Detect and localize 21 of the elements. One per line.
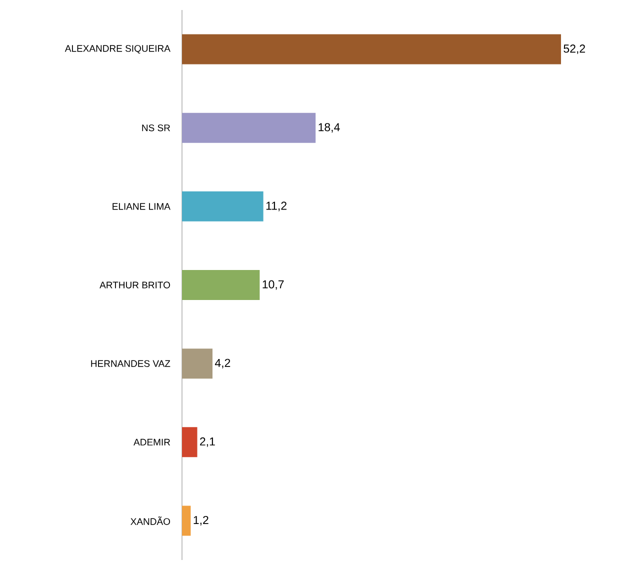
data-label: 2,1 <box>200 437 215 447</box>
data-label: 4,2 <box>214 358 230 368</box>
data-label: 52,2 <box>564 44 586 54</box>
y-tick-label: ALEXANDRE SIQUEIRA <box>64 45 170 54</box>
data-label: 10,7 <box>262 280 284 290</box>
bar <box>182 34 562 64</box>
bar <box>182 348 212 379</box>
data-label: 11,2 <box>266 202 286 212</box>
bar <box>182 427 198 458</box>
y-tick-label: XANDÃO <box>130 516 170 525</box>
y-tick-label: NS SR <box>142 124 170 132</box>
bar <box>182 506 191 536</box>
y-tick-label: ADEMIR <box>134 438 170 446</box>
y-tick-label: ARTHUR BRITO <box>100 282 170 288</box>
data-label: 1,2 <box>194 516 208 526</box>
y-tick-label: ELIANE LIMA <box>112 203 170 210</box>
bar <box>182 270 260 300</box>
bar <box>182 191 264 222</box>
data-label: 18,4 <box>318 123 340 133</box>
y-tick-label: HERNANDES VAZ <box>91 360 170 367</box>
bar <box>182 112 316 143</box>
